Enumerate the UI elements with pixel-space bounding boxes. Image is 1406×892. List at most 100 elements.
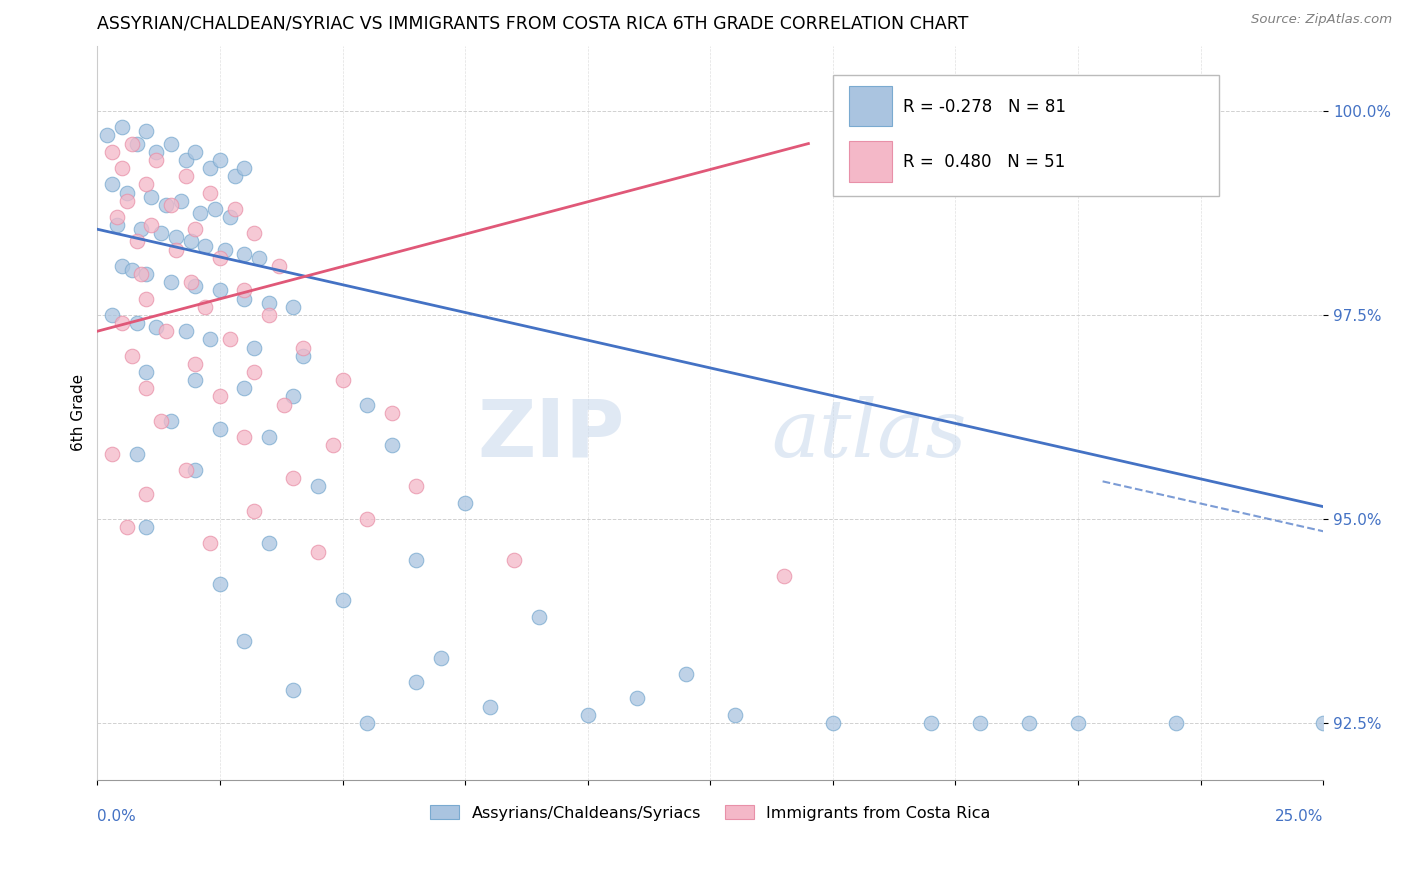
Bar [849, 141, 891, 181]
Point [131, 267, 153, 281]
Point [233, 292, 256, 306]
Point [174, 153, 197, 167]
Point [198, 186, 221, 200]
Point [405, 479, 427, 493]
Point [257, 308, 280, 322]
Point [184, 357, 207, 371]
Point [356, 398, 378, 412]
Point [283, 471, 305, 485]
Point [429, 650, 451, 665]
Text: R =  0.480   N = 51: R = 0.480 N = 51 [903, 153, 1064, 170]
Point [155, 198, 177, 212]
Point [381, 438, 404, 452]
Point [121, 263, 143, 277]
Point [208, 422, 231, 436]
Point [198, 332, 221, 346]
Point [184, 373, 207, 387]
Point [194, 300, 217, 314]
Point [184, 145, 207, 159]
Point [135, 124, 157, 138]
Point [576, 707, 599, 722]
Text: 0.0%: 0.0% [97, 808, 136, 823]
Point [224, 169, 246, 184]
Point [257, 295, 280, 310]
Point [198, 536, 221, 550]
Point [454, 495, 477, 509]
Point [243, 504, 266, 518]
Point [125, 235, 148, 249]
Text: R = -0.278   N = 81: R = -0.278 N = 81 [903, 97, 1066, 116]
Point [96, 128, 118, 143]
Point [155, 324, 177, 338]
Point [322, 438, 344, 452]
Point [105, 218, 128, 232]
Point [257, 430, 280, 444]
Point [180, 235, 202, 249]
Point [208, 389, 231, 403]
Point [101, 145, 124, 159]
Point [724, 707, 747, 722]
Point [160, 414, 183, 428]
Point [204, 202, 226, 216]
Point [243, 365, 266, 379]
Point [160, 275, 183, 289]
Point [188, 206, 211, 220]
Point [135, 365, 157, 379]
Point [218, 210, 240, 224]
Point [101, 308, 124, 322]
Point [208, 577, 231, 591]
Point [478, 699, 501, 714]
Point [307, 479, 329, 493]
Point [194, 238, 217, 252]
Point [214, 243, 236, 257]
Point [243, 341, 266, 355]
Point [247, 251, 270, 265]
Point [292, 349, 315, 363]
Text: 25.0%: 25.0% [1275, 808, 1323, 823]
Point [145, 145, 167, 159]
Point [121, 136, 143, 151]
Point [125, 136, 148, 151]
Point [1312, 715, 1334, 730]
Point [267, 259, 290, 273]
Point [160, 136, 183, 151]
Point [165, 230, 187, 244]
Point [233, 381, 256, 395]
Text: Source: ZipAtlas.com: Source: ZipAtlas.com [1251, 13, 1392, 27]
Point [969, 715, 991, 730]
Point [356, 715, 378, 730]
Point [198, 161, 221, 175]
Point [165, 243, 187, 257]
Point [626, 691, 648, 706]
Point [233, 246, 256, 260]
Point [233, 161, 256, 175]
Point [101, 178, 124, 192]
Point [1166, 715, 1188, 730]
Point [160, 198, 183, 212]
Point [170, 194, 193, 208]
Text: ASSYRIAN/CHALDEAN/SYRIAC VS IMMIGRANTS FROM COSTA RICA 6TH GRADE CORRELATION CHA: ASSYRIAN/CHALDEAN/SYRIAC VS IMMIGRANTS F… [97, 15, 969, 33]
Text: atlas: atlas [772, 396, 967, 474]
Point [184, 222, 207, 236]
Point [141, 218, 163, 232]
Point [208, 153, 231, 167]
Point [243, 227, 266, 241]
Point [150, 414, 173, 428]
Point [184, 279, 207, 293]
Point [184, 463, 207, 477]
Point [135, 487, 157, 501]
Point [125, 316, 148, 330]
Point [1067, 715, 1090, 730]
Point [218, 332, 240, 346]
Point [332, 373, 354, 387]
Point [121, 349, 143, 363]
Point [115, 194, 138, 208]
Point [273, 398, 295, 412]
Point [125, 447, 148, 461]
Point [920, 715, 942, 730]
Y-axis label: 6th Grade: 6th Grade [72, 375, 86, 451]
Bar [849, 86, 891, 127]
Point [111, 120, 134, 135]
Point [101, 447, 124, 461]
Point [233, 284, 256, 298]
